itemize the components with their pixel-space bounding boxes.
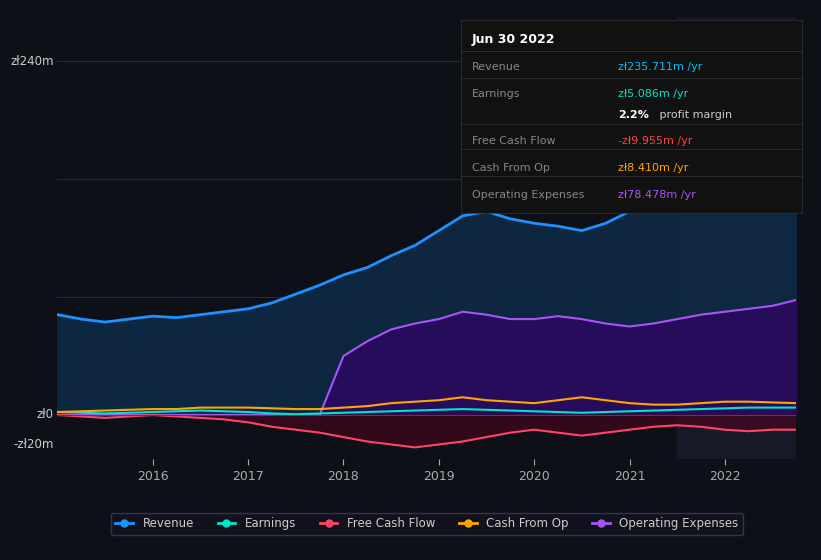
Text: Revenue: Revenue [471,62,521,72]
Bar [677,17,796,459]
Text: profit margin: profit margin [656,110,732,120]
Text: Free Cash Flow: Free Cash Flow [471,136,555,146]
Text: Earnings: Earnings [471,89,521,99]
Text: Operating Expenses: Operating Expenses [471,190,584,199]
Text: -zł20m: -zł20m [13,438,54,451]
Text: 2.2%: 2.2% [618,110,649,120]
Text: Jun 30 2022: Jun 30 2022 [471,33,555,46]
Text: zł235.711m /yr: zł235.711m /yr [618,62,703,72]
Text: zł8.410m /yr: zł8.410m /yr [618,162,689,172]
Text: zł0: zł0 [37,408,54,422]
Text: zł5.086m /yr: zł5.086m /yr [618,89,688,99]
Text: zł240m: zł240m [11,54,54,68]
Legend: Revenue, Earnings, Free Cash Flow, Cash From Op, Operating Expenses: Revenue, Earnings, Free Cash Flow, Cash … [111,513,743,535]
Text: Cash From Op: Cash From Op [471,162,549,172]
Text: zł78.478m /yr: zł78.478m /yr [618,190,696,199]
Text: -zł9.955m /yr: -zł9.955m /yr [618,136,692,146]
